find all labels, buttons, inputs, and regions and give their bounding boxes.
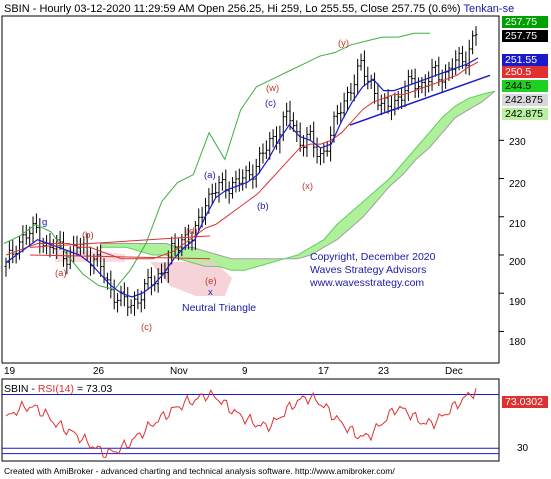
- chart-title: SBIN - Hourly 03-12-2020 11:29:59 AM Ope…: [4, 3, 514, 15]
- wave-label-w: (w): [266, 83, 280, 94]
- rsi-line: [5, 388, 477, 458]
- triangle-upper-boundary: [29, 235, 211, 248]
- wave-label-g: g: [42, 217, 48, 228]
- price-badge: 251.55: [502, 54, 548, 66]
- tenkan-sen-line: [5, 57, 479, 298]
- y-tick: 180: [509, 337, 526, 348]
- price-badge: 242.875: [502, 94, 548, 106]
- wave-label-a: (a): [55, 268, 67, 279]
- price-badge: 257.75: [502, 30, 548, 42]
- y-tick: 200: [509, 257, 526, 268]
- senkou-a-line: [100, 90, 496, 271]
- rsi-title: SBIN - RSI(14) = 73.03: [4, 383, 112, 395]
- x-tick: 17: [318, 366, 330, 377]
- y-tick: 210: [509, 219, 526, 230]
- copyright-line-1: Copyright, December 2020: [310, 251, 436, 263]
- wave-label-e: (e): [205, 276, 217, 287]
- chikou-span-line: [3, 32, 430, 290]
- ichimoku-cloud-bearish: [150, 262, 232, 296]
- symbol-info: SBIN - Hourly 03-12-2020 11:29:59 AM Ope…: [4, 3, 461, 15]
- footer-credit: Created with AmiBroker - advanced charti…: [4, 466, 395, 476]
- rsi-label: RSI(14): [37, 383, 75, 395]
- x-tick: Dec: [445, 366, 463, 377]
- rsi-badge: 73.0302: [502, 396, 548, 408]
- support-trendline: [349, 74, 491, 126]
- kijun-sen-line: [5, 61, 479, 260]
- rsi-panel-frame: [1, 378, 500, 462]
- wave-label-blue-b: (b): [257, 201, 269, 212]
- rsi-value: = 73.03: [74, 383, 113, 395]
- x-tick: 26: [93, 366, 105, 377]
- ichimoku-cloud: [100, 91, 495, 271]
- wave-label-x: x: [208, 287, 213, 298]
- x-tick: 9: [242, 366, 248, 377]
- wave-label-d: (d): [186, 226, 198, 237]
- price-badge: 244.5: [502, 80, 548, 92]
- indicator-label: Tenkan-se: [463, 3, 515, 15]
- neutral-triangle-label: Neutral Triangle: [182, 302, 257, 314]
- rsi-prefix: SBIN -: [4, 383, 38, 395]
- y-tick: 230: [509, 137, 526, 148]
- senkou-b-line: [100, 90, 496, 260]
- price-badge: 250.5: [502, 66, 548, 78]
- copyright-line-3: www.wavesstrategy.com: [310, 277, 425, 289]
- wave-label-b: (b): [82, 230, 94, 241]
- x-tick: 23: [378, 366, 390, 377]
- y-tick: 220: [509, 179, 526, 190]
- ichimoku-cloud-bearish: [55, 248, 125, 262]
- wave-label-x-red: (x): [302, 181, 314, 192]
- rsi-y-tick: 30: [517, 443, 529, 454]
- price-badge: 257.75: [502, 16, 548, 28]
- wave-label-c: (c): [141, 322, 153, 333]
- copyright-line-2: Waves Strategy Advisors: [310, 264, 427, 276]
- wave-label-blue-c: (c): [265, 98, 277, 109]
- price-badge: 242.875: [502, 108, 548, 120]
- x-tick: 19: [4, 366, 16, 377]
- wave-label-y: (y): [338, 38, 350, 49]
- y-tick: 190: [509, 297, 526, 308]
- triangle-lower-boundary: [29, 254, 211, 260]
- wave-label-blue-a: (a): [204, 170, 216, 181]
- x-tick: Nov: [170, 366, 188, 377]
